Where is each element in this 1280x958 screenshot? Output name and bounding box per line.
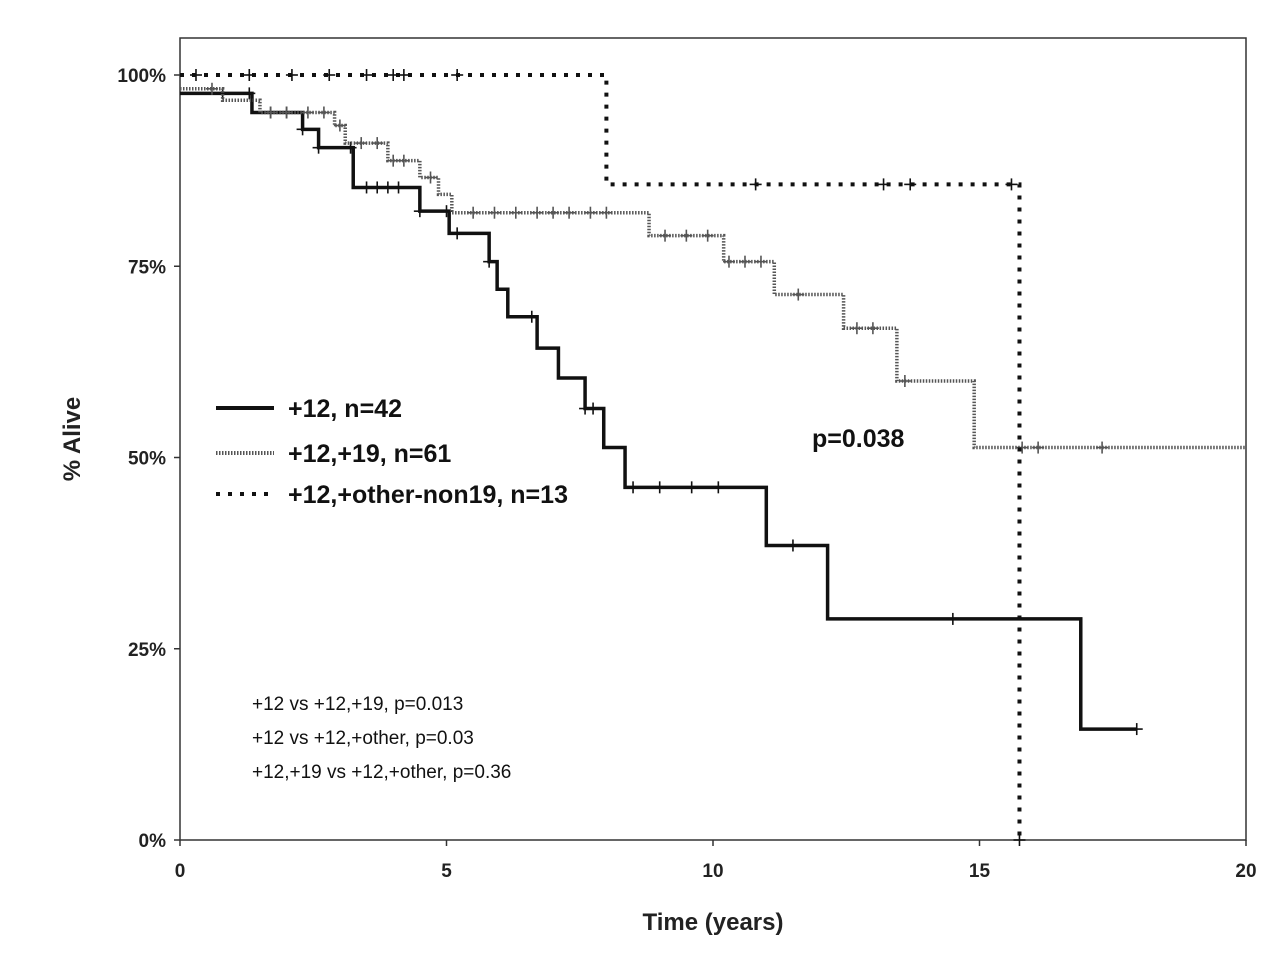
x-tick-label: 10 bbox=[702, 861, 723, 882]
y-tick-label: 50% bbox=[128, 449, 166, 470]
x-tick-label: 5 bbox=[441, 861, 452, 882]
legend-label-plus12-plus19: +12,+19, n=61 bbox=[288, 440, 451, 468]
pairwise-comparisons: +12 vs +12,+19, p=0.013 +12 vs +12,+othe… bbox=[252, 694, 511, 783]
series-line-1 bbox=[180, 87, 1246, 450]
legend-label-plus12: +12, n=42 bbox=[288, 395, 402, 423]
comparison-line-2: +12 vs +12,+other, p=0.03 bbox=[252, 728, 474, 749]
comparison-line-1: +12 vs +12,+19, p=0.013 bbox=[252, 694, 463, 715]
x-tick-label: 15 bbox=[969, 861, 991, 882]
overall-p-value: p=0.038 bbox=[812, 425, 905, 453]
plot-frame bbox=[179, 37, 1247, 841]
y-axis: 0% 25% 50% 75% 100% bbox=[117, 66, 180, 852]
series-layer bbox=[180, 69, 1246, 846]
legend: +12, n=42 +12,+19, n=61 +12,+other-non19… bbox=[216, 395, 568, 509]
comparison-line-3: +12,+19 vs +12,+other, p=0.36 bbox=[252, 762, 511, 783]
x-tick-label: 20 bbox=[1235, 861, 1256, 882]
y-tick-label: 25% bbox=[128, 640, 166, 661]
series-line-2 bbox=[180, 73, 1022, 840]
y-tick-label: 0% bbox=[139, 831, 167, 852]
legend-label-plus12-other: +12,+other-non19, n=13 bbox=[288, 481, 568, 509]
y-tick-label: 75% bbox=[128, 257, 166, 278]
y-tick-label: 100% bbox=[117, 66, 166, 87]
y-axis-title: % Alive bbox=[59, 397, 86, 481]
x-tick-label: 0 bbox=[175, 861, 186, 882]
x-axis: 0 5 10 15 20 bbox=[175, 840, 1257, 882]
x-axis-title: Time (years) bbox=[643, 909, 784, 936]
